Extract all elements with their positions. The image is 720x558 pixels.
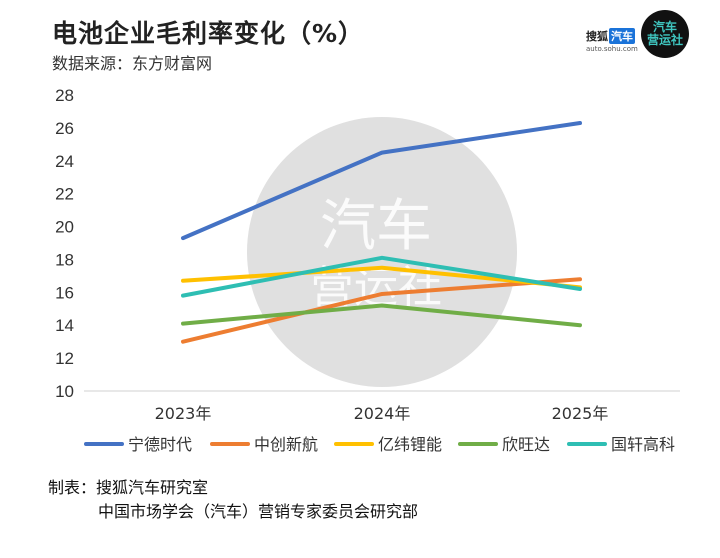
- brand-logo-line1: 汽车: [652, 20, 677, 34]
- footer-line1: 制表：搜狐汽车研究室: [48, 478, 209, 497]
- x-tick-label: 2023年: [155, 404, 212, 423]
- sohu-qiche-badge: 汽车: [609, 28, 635, 44]
- y-tick-label: 16: [55, 283, 74, 302]
- y-tick-label: 10: [55, 382, 74, 401]
- footer-line2: 中国市场学会（汽车）营销专家委员会研究部: [98, 502, 419, 521]
- y-tick-label: 26: [55, 119, 74, 138]
- legend-label: 国轩高科: [611, 435, 675, 454]
- series-line: [181, 265, 582, 290]
- y-tick-label: 12: [55, 349, 74, 368]
- data-source: 数据来源：东方财富网: [52, 54, 213, 73]
- brand-logo: 汽车 营运社: [641, 10, 689, 58]
- series-line: [181, 303, 582, 328]
- x-tick-label: 2024年: [354, 404, 411, 423]
- legend-label: 中创新航: [254, 435, 318, 454]
- series-line: [181, 255, 582, 298]
- chart-title: 电池企业毛利率变化（%）: [52, 19, 365, 48]
- y-tick-label: 22: [55, 185, 74, 204]
- watermark-text-line1: 汽车: [320, 194, 432, 259]
- y-tick-label: 14: [55, 316, 74, 335]
- watermark-circle: [247, 117, 517, 387]
- sohu-name: 搜狐: [586, 30, 608, 43]
- legend-label: 欣旺达: [502, 435, 550, 454]
- legend-label: 宁德时代: [128, 435, 192, 454]
- legend-label: 亿纬锂能: [378, 435, 442, 454]
- series-line: [181, 121, 582, 241]
- y-tick-label: 24: [55, 152, 74, 171]
- footer: 制表：搜狐汽车研究室 中国市场学会（汽车）营销专家委员会研究部: [48, 476, 418, 524]
- series-line: [181, 277, 582, 344]
- brand-logo-line2: 营运社: [646, 33, 683, 47]
- y-tick-label: 18: [55, 250, 74, 269]
- y-tick-label: 28: [55, 86, 74, 105]
- x-tick-label: 2025年: [552, 404, 609, 423]
- sohu-auto-logo: 搜狐 汽车 auto.sohu.com: [586, 28, 638, 53]
- y-tick-label: 20: [55, 218, 74, 237]
- sohu-url: auto.sohu.com: [586, 45, 638, 53]
